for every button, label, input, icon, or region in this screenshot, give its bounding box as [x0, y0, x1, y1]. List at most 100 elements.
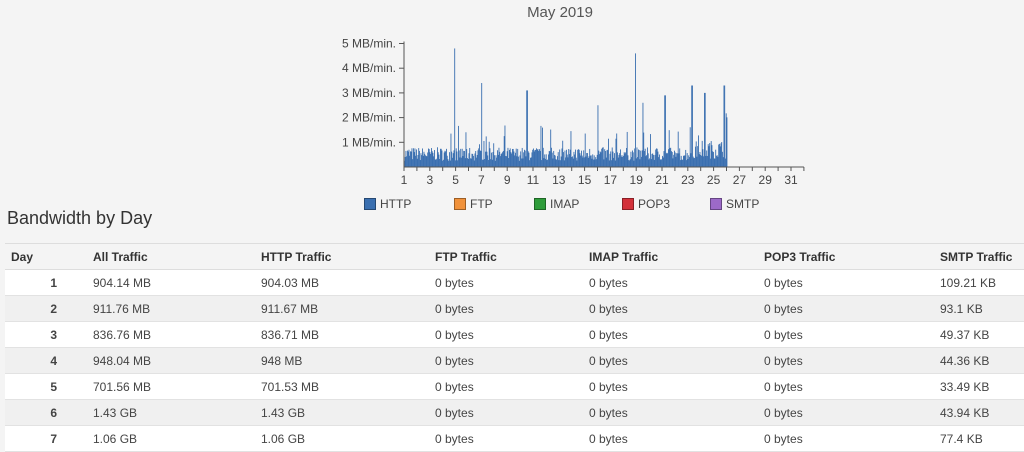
http-bar [431, 151, 433, 167]
http-bar [487, 155, 489, 167]
http-bar [647, 147, 648, 167]
http-bar [443, 152, 445, 167]
x-tick-label: 23 [681, 173, 695, 187]
cell-all-traffic: 948.04 MB [93, 347, 261, 374]
http-bar [464, 150, 465, 167]
http-bar [446, 148, 447, 167]
http-bar [683, 155, 685, 167]
table-row: 6 1.43 GB 1.43 GB 0 bytes 0 bytes 0 bytes 43.9… [5, 399, 1024, 426]
http-bar [461, 148, 463, 167]
http-bar [655, 149, 657, 167]
http-bar [419, 160, 421, 167]
http-bar [488, 159, 489, 167]
x-tick-label: 19 [630, 173, 644, 187]
header-http-traffic[interactable]: HTTP Traffic [261, 243, 435, 270]
http-bar [671, 152, 673, 167]
http-bar [457, 160, 459, 167]
cell-day: 1 [5, 269, 93, 296]
http-bar [567, 157, 569, 167]
http-bar [642, 102, 644, 167]
http-bar [536, 149, 538, 167]
http-bar [526, 90, 528, 167]
http-bar [473, 155, 474, 167]
http-bar [715, 149, 717, 167]
header-day[interactable]: Day [5, 243, 93, 270]
http-bar [557, 156, 558, 167]
cell-http-traffic: 904.03 MB [261, 269, 435, 296]
http-bar [423, 151, 425, 167]
http-bar [419, 150, 420, 167]
http-bar [437, 147, 438, 167]
chart-title: May 2019 [527, 4, 593, 21]
http-bar [553, 150, 555, 167]
http-bar [575, 157, 577, 167]
http-bar [459, 157, 461, 167]
http-bar [570, 131, 572, 167]
http-bar [584, 157, 585, 167]
legend-item-pop3[interactable]: POP3 [622, 197, 670, 211]
http-bar [699, 151, 701, 167]
http-bar [523, 152, 525, 167]
legend-item-ftp[interactable]: FTP [454, 197, 493, 211]
http-bar [444, 150, 446, 167]
http-bar [557, 152, 559, 167]
header-ftp-traffic[interactable]: FTP Traffic [435, 243, 589, 270]
legend-item-http[interactable]: HTTP [364, 197, 411, 211]
x-tick-label: 29 [759, 173, 773, 187]
http-bar [686, 160, 687, 167]
http-bar [712, 151, 714, 167]
http-bar [674, 152, 676, 167]
cell-ftp-traffic: 0 bytes [435, 399, 589, 426]
http-bar [508, 158, 510, 167]
http-bar [589, 148, 591, 167]
header-pop3-traffic[interactable]: POP3 Traffic [764, 243, 940, 270]
http-bar [596, 154, 598, 167]
http-bar [534, 150, 536, 167]
header-all-traffic[interactable]: All Traffic [93, 243, 261, 270]
http-bar [520, 151, 522, 167]
cell-ftp-traffic: 0 bytes [435, 321, 589, 348]
http-bar [462, 156, 464, 167]
http-bar [428, 149, 430, 167]
http-bar [421, 155, 423, 167]
http-bar [593, 155, 595, 167]
http-bar [645, 156, 647, 167]
legend-item-smtp[interactable]: SMTP [710, 197, 759, 211]
cell-ftp-traffic: 0 bytes [435, 347, 589, 374]
http-bar [718, 144, 720, 167]
http-bar [551, 152, 553, 167]
http-bar [707, 144, 709, 167]
http-bar [656, 148, 657, 167]
cell-day: 5 [5, 373, 93, 400]
http-bar [491, 152, 492, 167]
header-smtp-traffic[interactable]: SMTP Traffic [940, 243, 1024, 270]
http-bar [440, 148, 442, 167]
http-bar [665, 95, 666, 167]
http-bar [415, 155, 417, 167]
http-bar [704, 92, 705, 167]
http-bar [632, 152, 634, 167]
http-bar [518, 160, 520, 167]
http-bar [649, 158, 651, 167]
http-bar [614, 153, 615, 167]
http-bar [638, 150, 640, 167]
http-bar [724, 85, 726, 167]
x-tick-label: 9 [504, 173, 511, 187]
http-bar [608, 138, 609, 167]
http-bar [453, 150, 455, 167]
legend-item-imap[interactable]: IMAP [534, 197, 579, 211]
http-bar [545, 158, 546, 167]
http-bar [602, 147, 603, 167]
http-bar [546, 160, 548, 167]
http-bar [554, 154, 555, 167]
header-imap-traffic[interactable]: IMAP Traffic [589, 243, 764, 270]
http-bar [681, 159, 683, 167]
http-bar [602, 147, 604, 167]
http-bar [560, 156, 562, 167]
x-tick-label: 1 [401, 173, 408, 187]
http-bar [563, 152, 564, 167]
http-bar [480, 150, 482, 167]
http-bar [431, 148, 432, 167]
http-bar [495, 155, 497, 167]
http-bar [614, 160, 616, 167]
